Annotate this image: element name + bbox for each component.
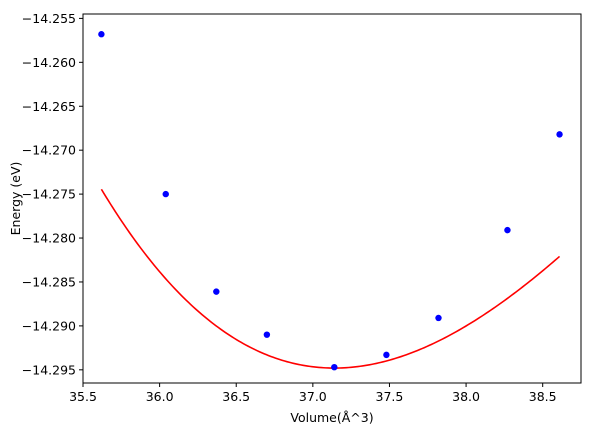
data-point <box>98 31 105 38</box>
data-point <box>435 314 442 322</box>
data-point <box>556 131 563 138</box>
y-axis-ticks: −14.255 −14.260 −14.265 −14.270 −14.275 −14.2… <box>22 11 83 377</box>
y-axis-label: Energy (eV) <box>8 162 23 236</box>
y-tick-label: −14.285 <box>22 274 76 289</box>
x-axis-ticks: 35.5 36.0 36.5 37.0 37.5 38.0 38.5 <box>69 383 557 404</box>
data-points-layer <box>98 31 563 371</box>
y-tick-label: −14.295 <box>22 362 76 377</box>
x-tick-label: 37.5 <box>376 389 404 404</box>
plot-frame <box>82 13 582 384</box>
x-tick-label: 36.0 <box>146 389 174 404</box>
y-tick-label: −14.265 <box>22 99 76 114</box>
y-tick-label: −14.255 <box>22 11 76 26</box>
y-tick-label: −14.280 <box>22 231 76 246</box>
y-tick-label: −14.290 <box>22 318 76 333</box>
y-tick-label: −14.275 <box>22 187 76 202</box>
data-point <box>213 288 220 295</box>
x-tick-label: 37.0 <box>299 389 327 404</box>
y-tick-label: −14.270 <box>22 143 76 158</box>
x-axis-label: Volume(Å^3) <box>290 410 373 425</box>
data-point <box>383 351 390 359</box>
x-tick-label: 35.5 <box>69 389 97 404</box>
fit-curve-layer <box>100 188 561 369</box>
data-point <box>263 331 271 338</box>
x-tick-label: 38.5 <box>529 389 557 404</box>
x-tick-label: 38.0 <box>452 389 480 404</box>
x-tick-label: 36.5 <box>222 389 250 404</box>
y-tick-label: −14.260 <box>22 55 76 70</box>
fit-curve-line <box>100 188 561 369</box>
data-point <box>162 190 169 198</box>
data-point <box>504 226 511 234</box>
data-point <box>331 363 338 371</box>
